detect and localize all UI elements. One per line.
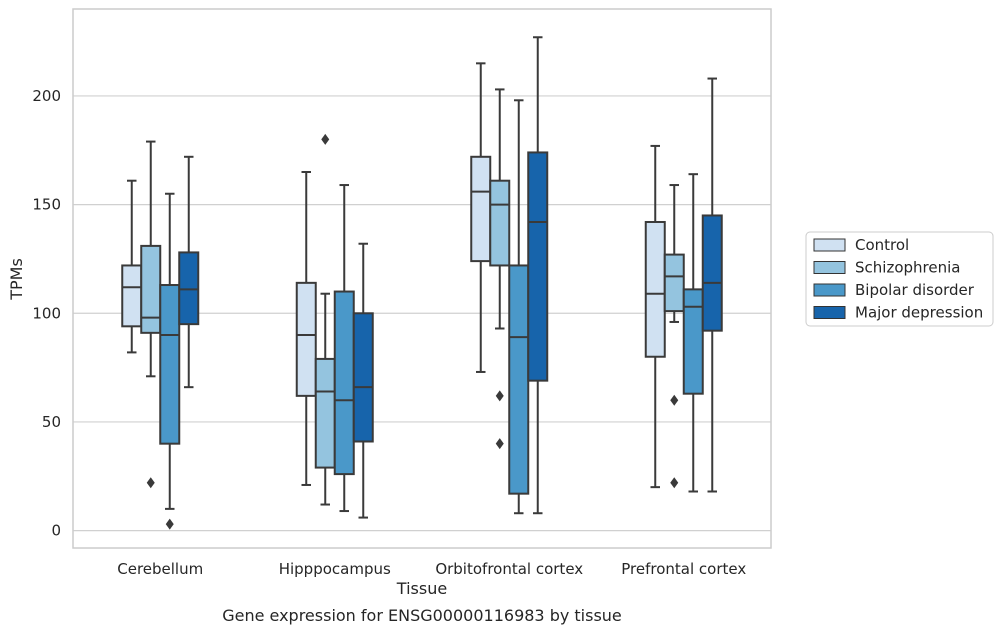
outlier-marker — [495, 390, 504, 402]
y-tick-label: 150 — [32, 196, 61, 214]
box-group — [333, 184, 355, 513]
box-group — [140, 140, 162, 489]
box — [644, 220, 666, 358]
box-group — [121, 179, 143, 354]
box — [682, 288, 704, 395]
box — [663, 253, 685, 313]
x-tick-labels: Cerebellum Hipppocampus Orbitofrontal cort… — [117, 560, 746, 578]
outlier-marker — [146, 477, 155, 489]
legend-swatch — [813, 306, 846, 319]
box — [352, 312, 374, 443]
box — [314, 357, 336, 469]
y-tick-labels: 0 50 100 150 200 — [32, 87, 61, 540]
box — [140, 244, 162, 334]
box — [508, 264, 530, 495]
legend-label: Schizophrenia — [855, 259, 960, 277]
box-group — [352, 242, 374, 519]
legend-items: Control Schizophrenia Bipolar disorder Majo… — [813, 236, 983, 322]
y-tick-label: 50 — [42, 413, 61, 431]
x-tick-label: Cerebellum — [117, 560, 203, 578]
box — [121, 264, 143, 328]
legend-label: Bipolar disorder — [855, 281, 975, 299]
x-tick-label: Prefrontal cortex — [621, 560, 746, 578]
box — [701, 214, 723, 332]
legend-label: Control — [855, 236, 909, 254]
box — [489, 179, 511, 267]
box — [333, 290, 355, 476]
box-group — [508, 99, 530, 515]
y-axis-title: TPMs — [7, 258, 26, 301]
x-tick-label: Orbitofrontal cortex — [435, 560, 583, 578]
box — [470, 155, 492, 263]
box-group — [314, 133, 336, 506]
y-tick-label: 200 — [32, 87, 61, 105]
outlier-marker — [495, 438, 504, 450]
box-group — [663, 184, 685, 489]
legend-swatch — [813, 238, 846, 252]
legend: Control Schizophrenia Bipolar disorder Majo… — [805, 231, 994, 327]
outlier-marker — [321, 133, 330, 145]
outlier-marker — [670, 477, 679, 489]
box-group — [644, 144, 666, 489]
box-group — [159, 192, 181, 530]
legend-frame — [805, 231, 994, 327]
box-group — [295, 171, 317, 486]
legend-swatch — [813, 283, 846, 297]
box-group — [470, 62, 492, 373]
y-tick-label: 100 — [32, 304, 61, 322]
outlier-marker — [165, 518, 174, 530]
box — [159, 284, 181, 445]
y-tick-label: 0 — [51, 522, 61, 540]
legend-swatch — [813, 261, 846, 274]
legend-label: Major depression — [855, 304, 983, 322]
x-tick-label: Hipppocampus — [279, 560, 391, 578]
chart-caption: Gene expression for ENSG00000116983 by t… — [222, 606, 622, 625]
outlier-marker — [670, 394, 679, 406]
box-group — [701, 77, 723, 493]
box-group — [489, 88, 511, 450]
box-group — [527, 36, 549, 515]
plot-frame — [72, 8, 772, 549]
box — [527, 151, 549, 382]
box-group — [178, 155, 200, 389]
box — [178, 251, 200, 326]
box-groups — [121, 36, 723, 530]
x-axis-title: Tissue — [396, 579, 447, 598]
box — [295, 281, 317, 397]
box-group — [682, 173, 704, 493]
